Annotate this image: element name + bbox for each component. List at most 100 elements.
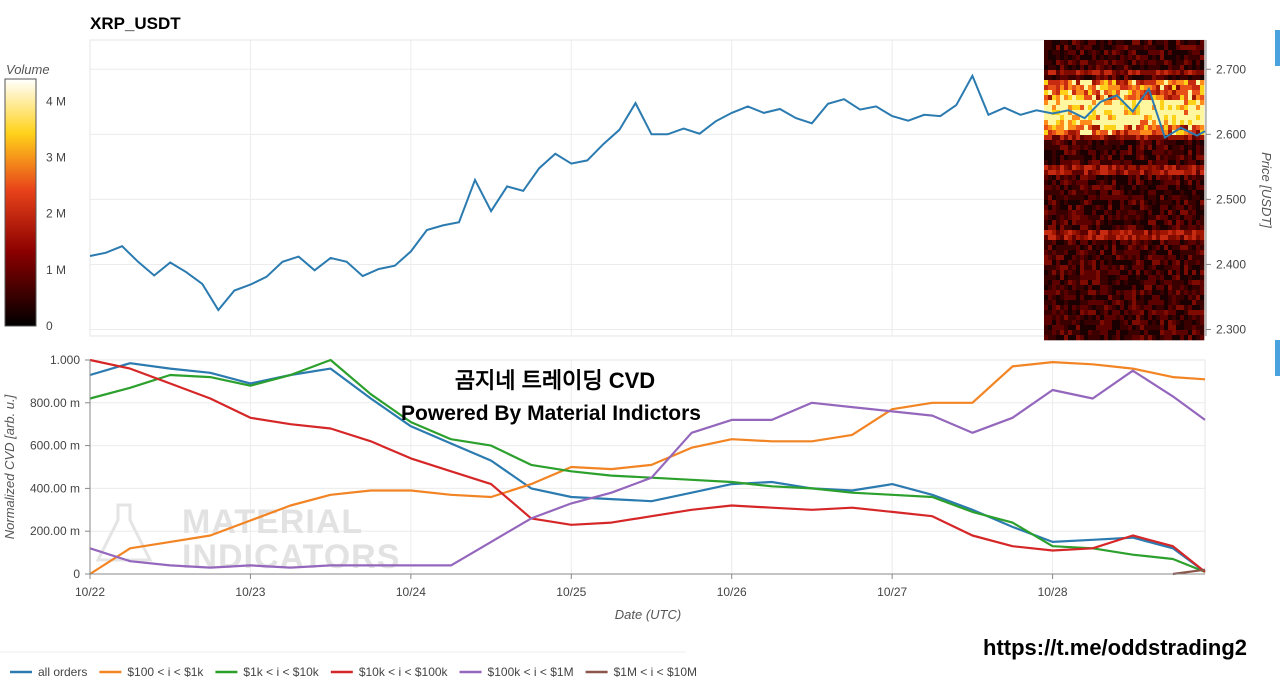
heatmap-cell: [1144, 255, 1149, 261]
heatmap-cell: [1192, 110, 1197, 116]
heatmap-cell: [1048, 210, 1053, 216]
heatmap-cell: [1120, 225, 1125, 231]
heatmap-cell: [1176, 165, 1181, 171]
heatmap-cell: [1112, 130, 1117, 136]
heatmap-cell: [1176, 220, 1181, 226]
heatmap-cell: [1052, 125, 1057, 131]
heatmap-cell: [1160, 80, 1165, 86]
heatmap-cell: [1068, 100, 1073, 106]
heatmap-cell: [1168, 185, 1173, 191]
heatmap-cell: [1080, 290, 1085, 296]
heatmap-cell: [1196, 315, 1201, 321]
heatmap-cell: [1060, 330, 1065, 336]
heatmap-cell: [1088, 95, 1093, 101]
heatmap-cell: [1192, 95, 1197, 101]
heatmap-cell: [1172, 150, 1177, 156]
heatmap-cell: [1096, 325, 1101, 331]
heatmap-cell: [1148, 55, 1153, 61]
heatmap-cell: [1092, 320, 1097, 326]
heatmap-cell: [1124, 85, 1129, 91]
heatmap-cell: [1152, 260, 1157, 266]
heatmap-cell: [1136, 210, 1141, 216]
heatmap-cell: [1132, 270, 1137, 276]
heatmap-cell: [1164, 210, 1169, 216]
heatmap-cell: [1064, 70, 1069, 76]
heatmap-cell: [1200, 315, 1205, 321]
heatmap-cell: [1140, 50, 1145, 56]
heatmap-cell: [1088, 65, 1093, 71]
heatmap-cell: [1156, 155, 1161, 161]
heatmap-cell: [1104, 110, 1109, 116]
heatmap-cell: [1140, 230, 1145, 236]
heatmap-cell: [1064, 320, 1069, 326]
heatmap-cell: [1124, 285, 1129, 291]
heatmap-cell: [1196, 175, 1201, 181]
heatmap-cell: [1136, 250, 1141, 256]
heatmap-cell: [1116, 130, 1121, 136]
heatmap-cell: [1188, 315, 1193, 321]
heatmap-cell: [1156, 320, 1161, 326]
heatmap-cell: [1132, 165, 1137, 171]
heatmap-cell: [1112, 240, 1117, 246]
heatmap-cell: [1092, 270, 1097, 276]
heatmap-cell: [1160, 170, 1165, 176]
heatmap-cell: [1100, 205, 1105, 211]
heatmap-cell: [1100, 300, 1105, 306]
heatmap-cell: [1132, 275, 1137, 281]
heatmap-cell: [1112, 145, 1117, 151]
heatmap-cell: [1148, 320, 1153, 326]
price-gridlines: [89, 40, 1205, 336]
heatmap-cell: [1116, 325, 1121, 331]
heatmap-cell: [1108, 140, 1113, 146]
heatmap-cell: [1096, 80, 1101, 86]
heatmap-cell: [1196, 295, 1201, 301]
heatmap-cell: [1196, 320, 1201, 326]
heatmap-cell: [1128, 160, 1133, 166]
heatmap-cell: [1044, 250, 1049, 256]
heatmap-cell: [1120, 295, 1125, 301]
heatmap-cell: [1184, 115, 1189, 121]
heatmap-cell: [1044, 220, 1049, 226]
heatmap-cell: [1048, 150, 1053, 156]
heatmap-cell: [1104, 220, 1109, 226]
heatmap-cell: [1148, 305, 1153, 311]
heatmap-cell: [1116, 240, 1121, 246]
heatmap-cell: [1112, 80, 1117, 86]
heatmap-cell: [1184, 210, 1189, 216]
heatmap-cell: [1164, 200, 1169, 206]
heatmap-cell: [1200, 305, 1205, 311]
heatmap-cell: [1104, 270, 1109, 276]
heatmap-cell: [1188, 105, 1193, 111]
heatmap-cell: [1120, 245, 1125, 251]
heatmap-cell: [1048, 215, 1053, 221]
heatmap-cell: [1184, 125, 1189, 131]
toolbar-tab[interactable]: [1275, 30, 1280, 66]
heatmap-cell: [1088, 175, 1093, 181]
heatmap-cell: [1184, 310, 1189, 316]
heatmap-cell: [1196, 105, 1201, 111]
heatmap-cell: [1152, 150, 1157, 156]
heatmap-cell: [1132, 245, 1137, 251]
heatmap-cell: [1144, 270, 1149, 276]
heatmap-cell: [1148, 50, 1153, 56]
heatmap-cell: [1136, 185, 1141, 191]
heatmap-cell: [1140, 235, 1145, 241]
heatmap-cell: [1172, 110, 1177, 116]
heatmap-cell: [1064, 155, 1069, 161]
heatmap-cell: [1092, 185, 1097, 191]
heatmap-cell: [1144, 150, 1149, 156]
heatmap-cell: [1188, 255, 1193, 261]
heatmap-cell: [1180, 215, 1185, 221]
heatmap-cell: [1076, 190, 1081, 196]
heatmap-cell: [1104, 335, 1109, 341]
telegram-link[interactable]: https://t.me/oddstrading2: [983, 635, 1247, 660]
heatmap-cell: [1120, 260, 1125, 266]
heatmap-cell: [1084, 320, 1089, 326]
heatmap-cell: [1108, 225, 1113, 231]
heatmap-cell: [1152, 95, 1157, 101]
heatmap-cell: [1084, 245, 1089, 251]
heatmap-cell: [1100, 75, 1105, 81]
toolbar-tab-lower[interactable]: [1275, 340, 1280, 376]
heatmap-cell: [1124, 195, 1129, 201]
heatmap-cell: [1136, 145, 1141, 151]
